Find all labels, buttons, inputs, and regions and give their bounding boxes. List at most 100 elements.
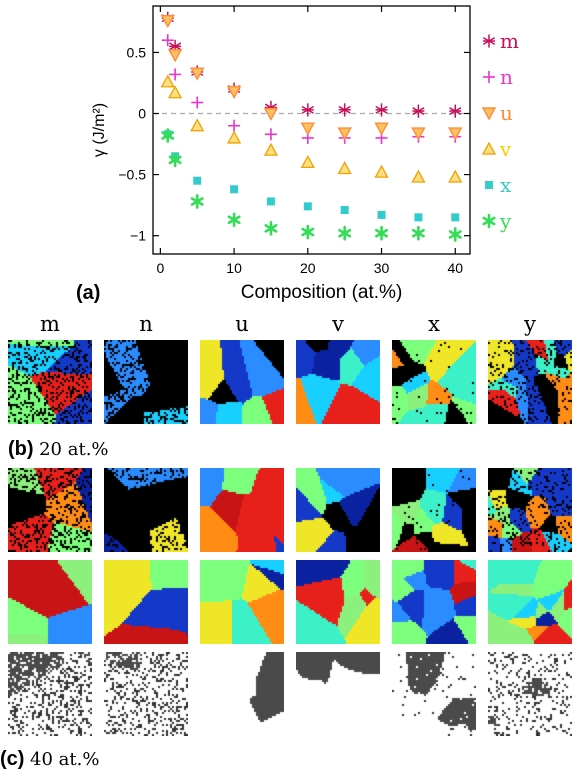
data-point-x — [193, 176, 202, 185]
data-point-y — [161, 128, 175, 143]
data-point-x — [230, 185, 239, 194]
microstructure-x-40at-a — [392, 468, 476, 552]
microstructure-n-40at-a — [104, 468, 188, 552]
y-tick-label: 0.5 — [127, 44, 147, 60]
data-point-n — [161, 34, 174, 47]
data-point-y — [168, 152, 182, 168]
data-point-y — [338, 225, 352, 241]
series-x — [163, 130, 460, 222]
data-point-x — [340, 206, 349, 215]
legend-marker-m — [483, 34, 495, 48]
data-point-u — [226, 85, 242, 99]
x-tick-label: 30 — [374, 260, 390, 276]
microstructure-m-40at-a — [8, 468, 92, 552]
microstructure-y-40at-c — [488, 652, 572, 736]
data-point-n — [228, 119, 241, 132]
microstructure-u-40at-c — [200, 652, 284, 736]
microstructure-v-40at-b — [296, 560, 380, 644]
legend-marker-x — [485, 181, 493, 189]
panel-c-composition: 40 at.% — [30, 749, 100, 770]
data-point-m — [375, 103, 388, 117]
x-axis-label: Composition (at.%) — [241, 282, 403, 303]
data-point-u — [300, 122, 315, 136]
microstructure-v-40at-c — [296, 652, 380, 736]
microstructure-y-20at — [488, 340, 572, 424]
data-point-v — [411, 169, 426, 183]
column-label-n: n — [139, 312, 153, 336]
panel-c-letter: (c) — [0, 748, 25, 770]
data-point-v — [226, 130, 242, 144]
legend-label-u: u — [500, 101, 513, 125]
y-axis-label: γ (J/m²) — [91, 103, 108, 157]
data-point-u — [160, 14, 175, 29]
data-point-u — [263, 107, 279, 121]
column-label-x: x — [428, 312, 440, 336]
microstructure-n-40at-b — [104, 560, 188, 644]
data-point-m — [449, 104, 462, 118]
microstructure-y-40at-b — [488, 560, 572, 644]
data-point-v — [190, 118, 205, 132]
microstructure-v-20at — [296, 340, 380, 424]
series-u — [160, 14, 463, 141]
microstructure-n-40at-c — [104, 652, 188, 736]
data-point-v — [337, 161, 352, 175]
data-point-m — [412, 104, 425, 118]
microstructure-y-40at-a — [488, 468, 572, 552]
data-point-m — [301, 103, 314, 117]
data-point-x — [451, 213, 460, 222]
data-point-y — [264, 221, 278, 236]
data-point-y — [301, 224, 315, 240]
microstructure-u-40at-a — [200, 468, 284, 552]
y-tick-label: −0.5 — [118, 167, 146, 183]
series-m — [161, 11, 462, 118]
panel-b-letter: (b) — [8, 438, 34, 460]
legend-label-n: n — [500, 65, 513, 89]
data-point-x — [303, 202, 312, 211]
data-point-n — [264, 128, 277, 141]
microstructure-u-20at — [200, 340, 284, 424]
data-point-n — [169, 68, 182, 81]
data-point-u — [337, 127, 352, 141]
y-tick-label: −1 — [130, 228, 146, 244]
plot-frame — [152, 5, 471, 255]
legend-marker-u — [481, 107, 497, 121]
data-point-v — [374, 164, 389, 178]
data-point-u — [167, 49, 183, 63]
data-point-m — [338, 103, 351, 117]
data-point-v — [263, 142, 279, 156]
microstructure-m-40at-b — [8, 560, 92, 644]
microstructure-v-40at-a — [296, 468, 380, 552]
data-point-y — [448, 227, 462, 242]
microstructure-m-20at — [8, 340, 92, 424]
x-tick-label: 0 — [156, 260, 164, 276]
data-point-u — [190, 67, 205, 81]
panel-a-label: (a) — [76, 282, 101, 304]
y-tick-label: 0 — [138, 106, 146, 122]
data-point-v — [300, 155, 315, 169]
column-label-m: m — [40, 312, 60, 336]
x-tick-label: 40 — [447, 260, 463, 276]
column-label-v: v — [332, 312, 344, 336]
microstructure-n-20at — [104, 340, 188, 424]
x-tick-label: 20 — [300, 260, 316, 276]
legend-label-x: x — [500, 173, 512, 197]
data-point-x — [377, 210, 386, 219]
microstructure-x-40at-c — [392, 652, 476, 736]
data-point-y — [375, 225, 389, 241]
data-point-v — [168, 85, 183, 99]
legend-marker-y — [482, 213, 496, 229]
microstructure-x-20at — [392, 340, 476, 424]
data-point-v — [448, 169, 463, 183]
data-point-u — [374, 122, 389, 136]
microstructure-x-40at-b — [392, 560, 476, 644]
column-label-y: y — [524, 312, 536, 336]
panel-b-label: (b) 20 at.% — [8, 438, 109, 461]
gamma-composition-chart: 0 10 20 30 40 0.5 0 −0.5 −1 γ (J/m²) Composition (… — [91, 5, 519, 303]
panel-c-label: (c) 40 at.% — [0, 748, 99, 771]
legend-label-y: y — [499, 209, 512, 233]
data-point-u — [448, 127, 463, 141]
column-label-u: u — [235, 312, 249, 336]
data-point-y — [190, 194, 204, 209]
data-point-v — [160, 74, 175, 88]
data-point-u — [411, 127, 426, 141]
